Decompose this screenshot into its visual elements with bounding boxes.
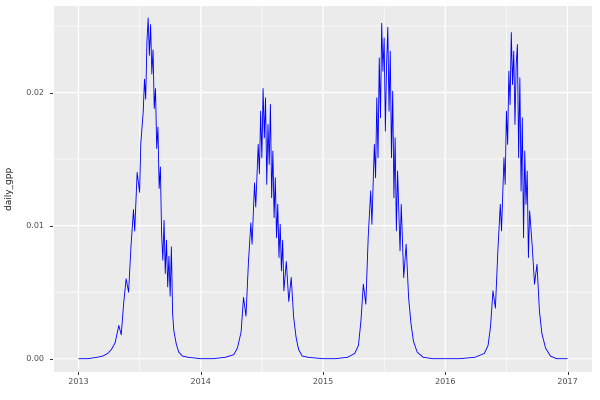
x-tick-label: 2013: [68, 377, 89, 386]
x-tick-mark: [567, 372, 569, 375]
plot-panel: [54, 6, 592, 372]
data-line-daily_gpp: [78, 17, 568, 360]
x-axis-tick-labels: 2013 2014 2015 2016 2017: [54, 372, 592, 394]
x-tick-label: 2017: [557, 377, 578, 386]
x-tick-label: 2014: [190, 377, 211, 386]
y-tick-label: 0.01: [26, 220, 44, 230]
x-tick-mark: [200, 372, 202, 375]
x-tick-mark: [323, 372, 324, 375]
x-tick-label: 2016: [435, 377, 456, 386]
y-tick-label: 0.02: [26, 87, 44, 97]
x-tick-mark: [78, 372, 80, 375]
y-tick-mark: [50, 358, 53, 360]
x-tick-label: 2015: [312, 377, 334, 386]
y-tick-mark: [50, 92, 53, 94]
y-tick-mark: [50, 225, 53, 227]
y-tick-label: 0.00: [26, 353, 44, 363]
x-tick-mark: [445, 372, 447, 375]
line-plot-svg: [54, 6, 592, 372]
y-axis-tick-labels: 0.00 0.01 0.02: [0, 6, 54, 372]
